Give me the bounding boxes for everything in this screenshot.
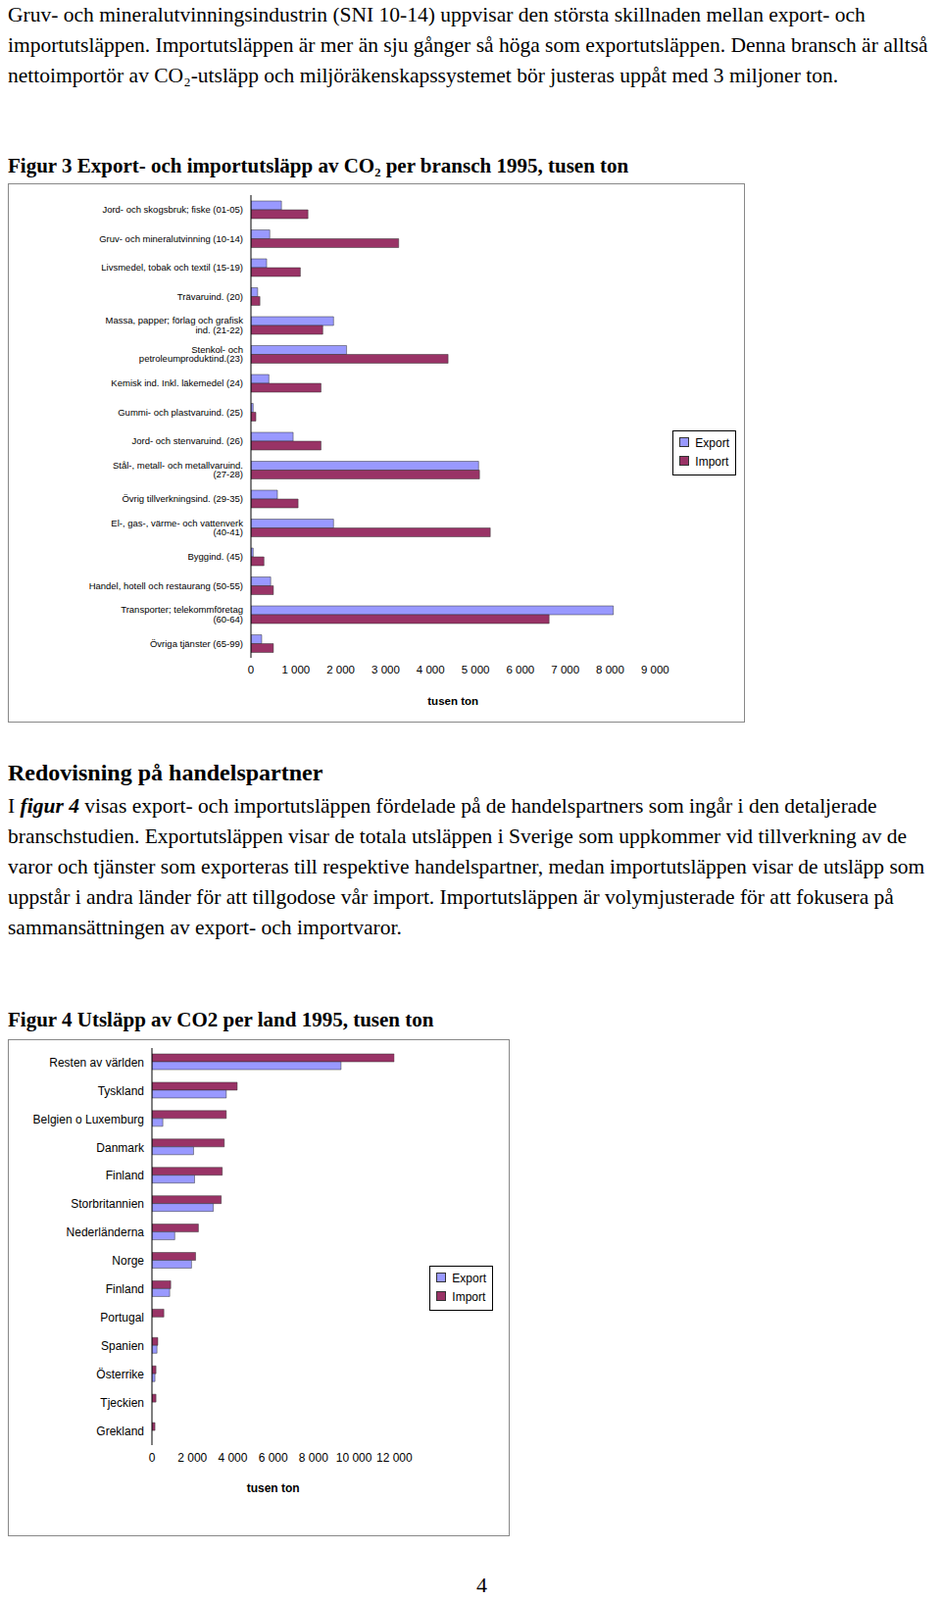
svg-text:6 000: 6 000 [258, 1450, 289, 1465]
html-text:Import: Import [695, 454, 729, 469]
svg-text:Trävaruind. (20): Trävaruind. (20) [177, 291, 244, 302]
svg-text:4 000: 4 000 [217, 1450, 248, 1465]
svg-text:Resten av världen: Resten av världen [49, 1055, 145, 1070]
svg-text:Österrike: Österrike [96, 1367, 145, 1382]
html-text:Redovisning på handelspartner: Redovisning på handelspartner [7, 759, 323, 786]
svg-text:Kemisk ind. Inkl. läkemedel (2: Kemisk ind. Inkl. läkemedel (24) [110, 377, 244, 389]
svg-text:Massa, papper; förlag och graf: Massa, papper; förlag och grafiskind. (2… [105, 314, 245, 336]
svg-text:Handel, hotell och restaurang: Handel, hotell och restaurang (50-55) [89, 580, 244, 592]
svg-text:Norge: Norge [111, 1253, 145, 1268]
svg-text:Danmark: Danmark [96, 1140, 146, 1155]
svg-text:Jord- och stenvaruind. (26): Jord- och stenvaruind. (26) [131, 435, 244, 446]
svg-text:Transporter; telekommföretag(6: Transporter; telekommföretag(60-64) [120, 603, 244, 625]
svg-text:0: 0 [247, 663, 254, 676]
html-text:4: 4 [476, 1572, 488, 1597]
svg-text:Jord- och skogsbruk; fiske (01: Jord- och skogsbruk; fiske (01-05) [101, 203, 244, 215]
svg-text:Finland: Finland [105, 1168, 145, 1183]
svg-text:Portugal: Portugal [99, 1310, 145, 1325]
svg-text:Spanien: Spanien [100, 1338, 145, 1353]
html-text:Export: Export [452, 1270, 487, 1285]
html-text:Export: Export [695, 436, 730, 450]
html-text:Gruv- och mineralutvinningsind: Gruv- och mineralutvinningsindustrin (SN… [7, 2, 928, 88]
svg-text:Tjeckien: Tjeckien [99, 1395, 145, 1410]
html-text:I figur 4 visas export- och im: I figur 4 visas export- och importutsläp… [7, 793, 925, 940]
svg-text:4 000: 4 000 [416, 663, 446, 676]
svg-text:Byggind. (45): Byggind. (45) [187, 550, 244, 562]
svg-text:tusen ton: tusen ton [247, 1481, 300, 1495]
svg-text:Gruv- och mineralutvinning (10: Gruv- och mineralutvinning (10-14) [99, 233, 244, 245]
svg-text:7 000: 7 000 [550, 663, 580, 676]
html-text:Figur 3 Export- och importutsl: Figur 3 Export- och importutsläpp av CO₂… [7, 153, 629, 178]
html-text:Figur 4 Utsläpp av CO2 per lan: Figur 4 Utsläpp av CO2 per land 1995, tu… [7, 1007, 434, 1032]
svg-text:Stenkol- ochpetroleumproduktin: Stenkol- ochpetroleumproduktind.(23) [139, 344, 244, 365]
html-text:Import: Import [452, 1289, 486, 1304]
svg-text:12 000: 12 000 [376, 1450, 413, 1465]
svg-text:10 000: 10 000 [336, 1450, 373, 1465]
svg-text:tusen ton: tusen ton [427, 694, 479, 707]
svg-text:Nederländerna: Nederländerna [66, 1225, 146, 1239]
svg-text:Övrig tillverkningsind. (29-35: Övrig tillverkningsind. (29-35) [121, 493, 244, 504]
svg-text:Livsmedel, tobak och textil (1: Livsmedel, tobak och textil (15-19) [100, 261, 244, 273]
svg-text:2 000: 2 000 [177, 1450, 207, 1465]
svg-text:3 000: 3 000 [371, 663, 400, 676]
svg-text:8 000: 8 000 [595, 663, 625, 676]
svg-text:Grekland: Grekland [96, 1424, 145, 1438]
svg-text:2 000: 2 000 [326, 663, 355, 676]
svg-text:0: 0 [148, 1450, 156, 1465]
svg-text:9 000: 9 000 [641, 663, 670, 676]
svg-text:6 000: 6 000 [505, 663, 535, 676]
svg-text:Övriga tjänster (65-99): Övriga tjänster (65-99) [149, 638, 244, 649]
svg-text:Finland: Finland [105, 1282, 145, 1296]
svg-text:Belgien o Luxemburg: Belgien o Luxemburg [33, 1112, 145, 1127]
svg-text:El-, gas-, värme- och vattenve: El-, gas-, värme- och vattenverk(40-41) [110, 517, 244, 539]
svg-text:Tyskland: Tyskland [98, 1084, 145, 1098]
svg-text:8 000: 8 000 [298, 1450, 329, 1465]
svg-text:Gummi- och plastvaruind. (25): Gummi- och plastvaruind. (25) [117, 406, 244, 418]
svg-text:1 000: 1 000 [281, 663, 310, 676]
svg-text:Storbritannien: Storbritannien [70, 1196, 145, 1211]
svg-text:5 000: 5 000 [461, 663, 491, 676]
svg-text:Stål-, metall- och metallvarui: Stål-, metall- och metallvaruind.(27-28) [112, 459, 244, 481]
